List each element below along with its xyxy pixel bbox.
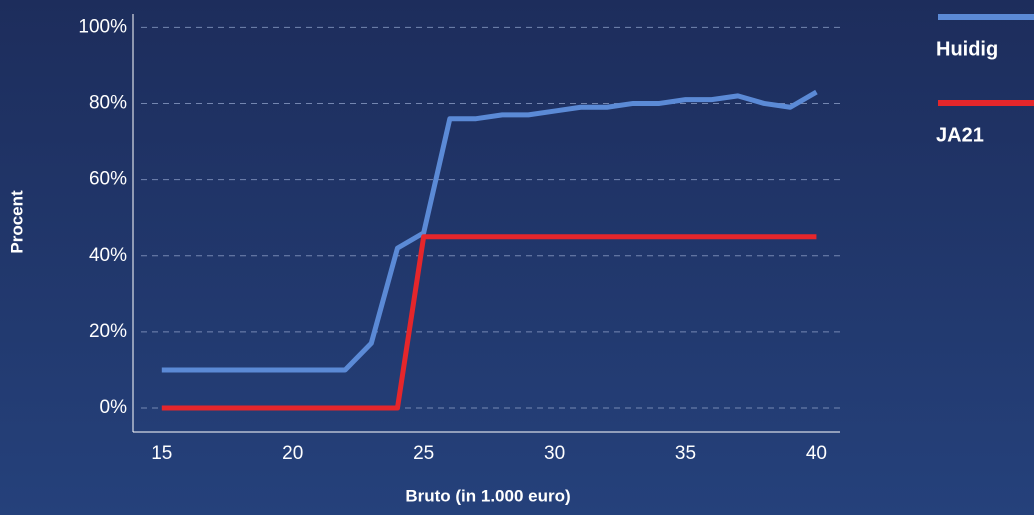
y-tick-label: 0% (100, 397, 128, 418)
x-tick-label: 30 (544, 443, 565, 464)
x-axis-title: Bruto (in 1.000 euro) (405, 486, 570, 505)
legend-label: Huidig (936, 38, 998, 60)
x-tick-label: 20 (282, 443, 303, 464)
x-tick-label: 25 (413, 443, 434, 464)
y-tick-label: 20% (89, 321, 127, 342)
y-axis-title: Procent (7, 190, 26, 254)
x-tick-label: 35 (675, 443, 696, 464)
legend-label: JA21 (936, 124, 984, 146)
y-tick-label: 60% (89, 169, 127, 190)
x-tick-label: 40 (806, 443, 827, 464)
y-tick-label: 80% (89, 92, 127, 113)
x-tick-label: 15 (151, 443, 172, 464)
y-tick-label: 100% (78, 16, 127, 37)
y-tick-label: 40% (89, 245, 127, 266)
line-series (161, 234, 817, 411)
line-series (161, 89, 818, 373)
